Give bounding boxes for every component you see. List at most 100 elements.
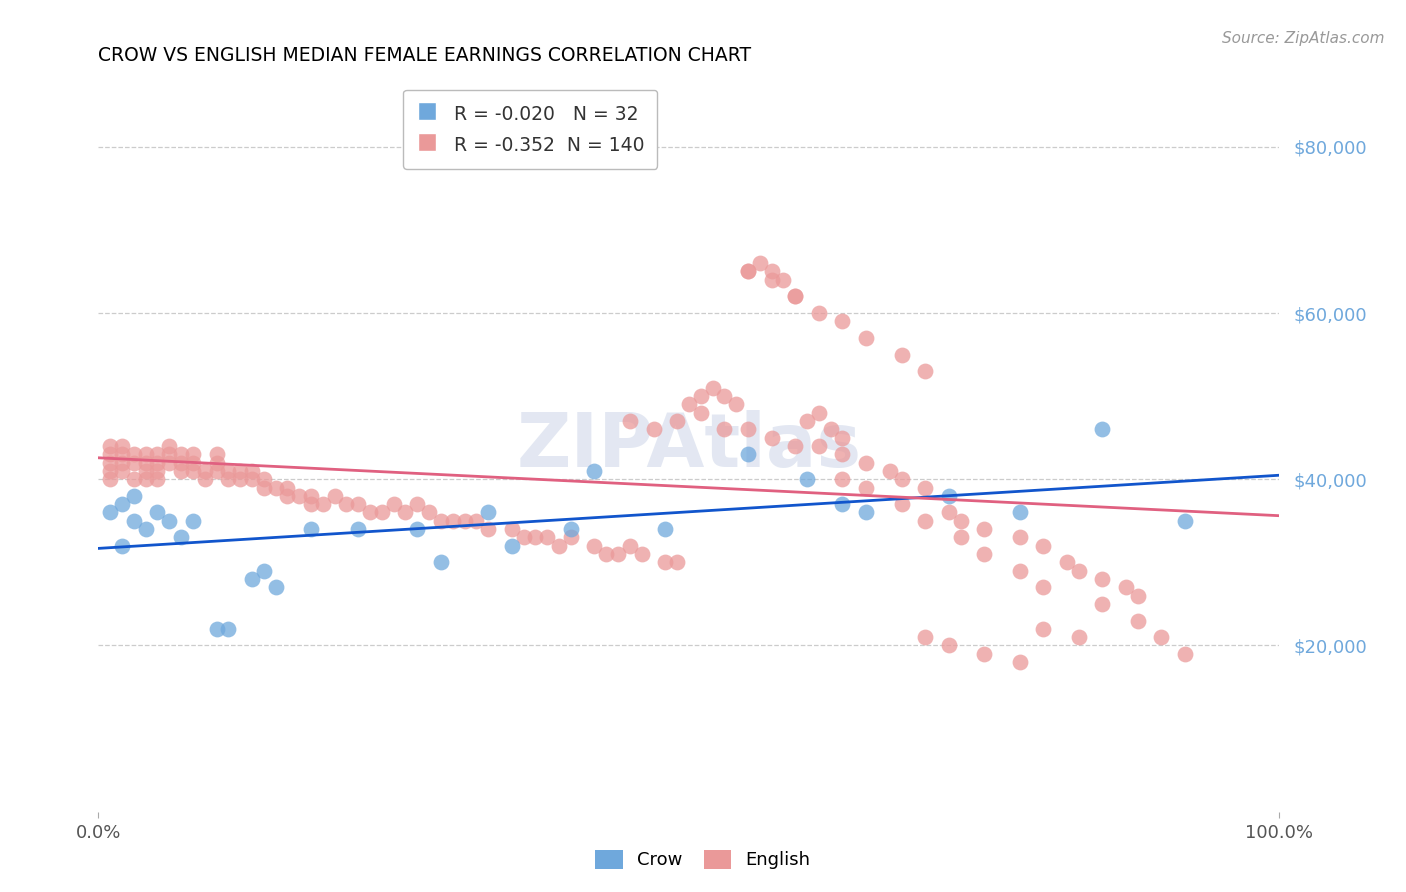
Point — [737, 264, 759, 278]
Point — [1008, 564, 1031, 578]
Point — [879, 464, 901, 478]
Point — [135, 472, 157, 486]
Point — [949, 514, 972, 528]
Point — [1032, 622, 1054, 636]
Point — [973, 647, 995, 661]
Point — [501, 539, 523, 553]
Point — [371, 506, 394, 520]
Point — [229, 472, 252, 486]
Point — [240, 572, 263, 586]
Point — [748, 256, 770, 270]
Point — [831, 431, 853, 445]
Point — [111, 497, 134, 511]
Point — [737, 447, 759, 461]
Point — [536, 530, 558, 544]
Point — [240, 464, 263, 478]
Point — [229, 464, 252, 478]
Point — [122, 447, 145, 461]
Point — [772, 273, 794, 287]
Point — [406, 497, 429, 511]
Point — [1174, 514, 1197, 528]
Point — [583, 539, 606, 553]
Point — [1091, 422, 1114, 436]
Point — [855, 506, 877, 520]
Point — [122, 514, 145, 528]
Point — [253, 472, 276, 486]
Point — [111, 439, 134, 453]
Point — [170, 456, 193, 470]
Point — [1032, 580, 1054, 594]
Point — [689, 406, 711, 420]
Point — [347, 497, 370, 511]
Point — [654, 555, 676, 569]
Point — [98, 456, 121, 470]
Point — [1008, 655, 1031, 669]
Point — [938, 639, 960, 653]
Point — [1008, 530, 1031, 544]
Point — [796, 414, 818, 428]
Point — [1008, 506, 1031, 520]
Point — [205, 622, 228, 636]
Point — [323, 489, 346, 503]
Point — [146, 456, 169, 470]
Point — [394, 506, 416, 520]
Point — [761, 273, 783, 287]
Point — [855, 456, 877, 470]
Point — [725, 397, 748, 411]
Point — [406, 522, 429, 536]
Point — [1067, 564, 1090, 578]
Point — [831, 314, 853, 328]
Point — [595, 547, 617, 561]
Point — [146, 506, 169, 520]
Point — [560, 522, 582, 536]
Point — [217, 622, 239, 636]
Point — [264, 580, 287, 594]
Point — [548, 539, 571, 553]
Point — [98, 506, 121, 520]
Point — [98, 464, 121, 478]
Point — [785, 289, 807, 303]
Point — [477, 522, 499, 536]
Point — [654, 522, 676, 536]
Legend: Crow, English: Crow, English — [586, 840, 820, 879]
Point — [430, 555, 453, 569]
Point — [949, 530, 972, 544]
Point — [855, 481, 877, 495]
Point — [737, 264, 759, 278]
Point — [807, 439, 830, 453]
Point — [689, 389, 711, 403]
Point — [713, 422, 735, 436]
Point — [820, 422, 842, 436]
Point — [914, 514, 936, 528]
Point — [157, 456, 180, 470]
Point — [914, 481, 936, 495]
Point — [785, 439, 807, 453]
Point — [122, 489, 145, 503]
Point — [276, 481, 298, 495]
Point — [453, 514, 475, 528]
Point — [288, 489, 311, 503]
Point — [170, 464, 193, 478]
Point — [666, 555, 689, 569]
Point — [217, 472, 239, 486]
Point — [737, 422, 759, 436]
Point — [1174, 647, 1197, 661]
Point — [630, 547, 652, 561]
Point — [253, 564, 276, 578]
Point — [973, 522, 995, 536]
Point — [194, 472, 217, 486]
Point — [122, 472, 145, 486]
Point — [619, 414, 641, 428]
Point — [702, 381, 724, 395]
Point — [240, 472, 263, 486]
Point — [855, 331, 877, 345]
Point — [890, 347, 912, 362]
Point — [512, 530, 534, 544]
Point — [441, 514, 464, 528]
Point — [111, 464, 134, 478]
Point — [98, 447, 121, 461]
Point — [146, 472, 169, 486]
Point — [1056, 555, 1078, 569]
Point — [382, 497, 405, 511]
Point — [335, 497, 357, 511]
